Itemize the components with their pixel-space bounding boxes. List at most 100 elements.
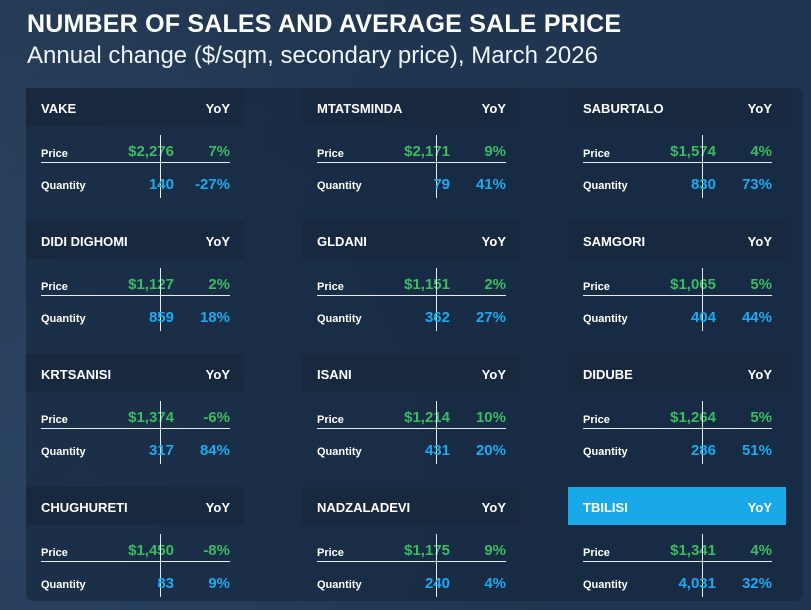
- price-label: Price: [317, 148, 344, 160]
- quantity-yoy-value: 73%: [741, 176, 772, 193]
- district-name: NADZALADEVI: [317, 500, 411, 515]
- district-card-krtsanisi: KRTSANISI YoY Price $1,374 -6% Quantity …: [26, 354, 244, 464]
- row-divider: [41, 561, 230, 562]
- price-yoy-value: 9%: [484, 542, 506, 559]
- card-header: DIDUBE YoY: [568, 354, 786, 392]
- quantity-yoy-value: 41%: [475, 176, 506, 193]
- price-label: Price: [41, 148, 68, 160]
- district-card-samgori: SAMGORI YoY Price $1,065 5% Quantity 404…: [568, 221, 786, 331]
- district-name: TBILISI: [583, 500, 628, 515]
- quantity-value: 4,031: [678, 575, 716, 592]
- column-divider: [160, 401, 161, 464]
- price-value: $1,127: [128, 276, 174, 293]
- price-yoy-value: -6%: [203, 409, 230, 426]
- quantity-yoy-value: 51%: [741, 442, 772, 459]
- card-header: SABURTALO YoY: [568, 88, 786, 126]
- quantity-yoy-value: 84%: [199, 442, 230, 459]
- yoy-header: YoY: [205, 367, 230, 382]
- price-label: Price: [41, 281, 68, 293]
- price-value: $1,341: [670, 542, 716, 559]
- quantity-value: 830: [690, 176, 716, 193]
- price-value: $1,065: [670, 276, 716, 293]
- price-value: $2,171: [404, 143, 450, 160]
- quantity-value: 83: [157, 575, 174, 592]
- district-card-nadzaladevi: NADZALADEVI YoY Price $1,175 9% Quantity…: [302, 487, 520, 597]
- card-header: GLDANI YoY: [302, 221, 520, 259]
- district-name: DIDI DIGHOMI: [41, 234, 128, 249]
- column-divider: [702, 135, 703, 198]
- quantity-yoy-value: -27%: [194, 176, 230, 193]
- quantity-label: Quantity: [41, 446, 86, 458]
- price-value: $2,276: [128, 143, 174, 160]
- column-divider: [702, 534, 703, 597]
- quantity-yoy-value: 27%: [475, 309, 506, 326]
- quantity-value: 859: [148, 309, 174, 326]
- yoy-header: YoY: [205, 500, 230, 515]
- quantity-label: Quantity: [583, 579, 628, 591]
- price-yoy-value: 4%: [750, 542, 772, 559]
- price-value: $1,374: [128, 409, 174, 426]
- column-divider: [702, 268, 703, 331]
- column-divider: [436, 401, 437, 464]
- yoy-header: YoY: [481, 234, 506, 249]
- row-divider: [317, 162, 506, 163]
- price-yoy-value: 4%: [750, 143, 772, 160]
- price-label: Price: [583, 547, 610, 559]
- price-yoy-value: 10%: [475, 409, 506, 426]
- quantity-yoy-value: 44%: [741, 309, 772, 326]
- page-subtitle: Annual change ($/sqm, secondary price), …: [27, 42, 598, 69]
- card-header: NADZALADEVI YoY: [302, 487, 520, 525]
- column-divider: [436, 135, 437, 198]
- quantity-value: 362: [424, 309, 450, 326]
- row-divider: [317, 561, 506, 562]
- yoy-header: YoY: [747, 367, 772, 382]
- column-divider: [160, 268, 161, 331]
- row-divider: [317, 295, 506, 296]
- price-value: $1,151: [404, 276, 450, 293]
- quantity-value: 286: [690, 442, 716, 459]
- card-header: DIDI DIGHOMI YoY: [26, 221, 244, 259]
- quantity-label: Quantity: [317, 446, 362, 458]
- district-name: GLDANI: [317, 234, 367, 249]
- quantity-value: 431: [424, 442, 450, 459]
- quantity-label: Quantity: [583, 446, 628, 458]
- yoy-header: YoY: [481, 101, 506, 116]
- district-name: KRTSANISI: [41, 367, 112, 382]
- column-divider: [160, 135, 161, 198]
- price-label: Price: [41, 547, 68, 559]
- yoy-header: YoY: [205, 101, 230, 116]
- price-label: Price: [583, 414, 610, 426]
- row-divider: [41, 428, 230, 429]
- price-value: $1,264: [670, 409, 716, 426]
- row-divider: [583, 428, 772, 429]
- column-divider: [702, 401, 703, 464]
- price-yoy-value: 9%: [484, 143, 506, 160]
- quantity-yoy-value: 4%: [484, 575, 506, 592]
- district-name: DIDUBE: [583, 367, 633, 382]
- price-yoy-value: 5%: [750, 409, 772, 426]
- quantity-value: 79: [433, 176, 450, 193]
- district-card-gldani: GLDANI YoY Price $1,151 2% Quantity 362 …: [302, 221, 520, 331]
- price-yoy-value: 2%: [208, 276, 230, 293]
- district-card-didi-dighomi: DIDI DIGHOMI YoY Price $1,127 2% Quantit…: [26, 221, 244, 331]
- price-label: Price: [317, 281, 344, 293]
- district-name: MTATSMINDA: [317, 101, 403, 116]
- card-header: SAMGORI YoY: [568, 221, 786, 259]
- price-label: Price: [317, 414, 344, 426]
- price-label: Price: [41, 414, 68, 426]
- quantity-yoy-value: 32%: [741, 575, 772, 592]
- card-header: MTATSMINDA YoY: [302, 88, 520, 126]
- row-divider: [41, 162, 230, 163]
- district-name: ISANI: [317, 367, 352, 382]
- district-name: VAKE: [41, 101, 77, 116]
- price-value: $1,214: [404, 409, 450, 426]
- column-divider: [436, 534, 437, 597]
- quantity-label: Quantity: [41, 313, 86, 325]
- district-card-didube: DIDUBE YoY Price $1,264 5% Quantity 286 …: [568, 354, 786, 464]
- row-divider: [317, 428, 506, 429]
- district-grid-panel: VAKE YoY Price $2,276 7% Quantity 140 -2…: [26, 88, 803, 601]
- quantity-label: Quantity: [317, 579, 362, 591]
- quantity-value: 317: [148, 442, 174, 459]
- card-header-highlighted: TBILISI YoY: [568, 487, 786, 525]
- price-value: $1,574: [670, 143, 716, 160]
